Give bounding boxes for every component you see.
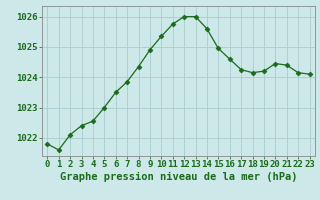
X-axis label: Graphe pression niveau de la mer (hPa): Graphe pression niveau de la mer (hPa)	[60, 172, 297, 182]
